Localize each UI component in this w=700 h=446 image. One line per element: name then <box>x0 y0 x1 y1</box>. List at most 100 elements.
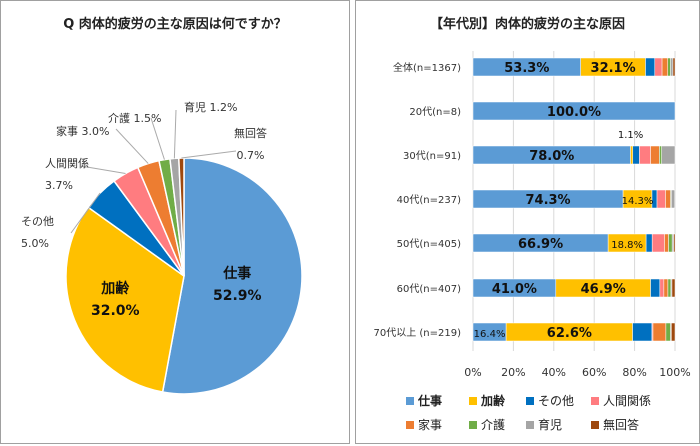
pie-label-name: 仕事 <box>223 266 252 282</box>
bar-segment-人間関係 <box>656 189 666 209</box>
bar-segment-仕事 <box>472 101 676 121</box>
category-label: 70代以上 (n=219) <box>373 327 461 339</box>
pie-label-name: その他 <box>21 215 54 228</box>
legend-label: 加齢 <box>480 393 506 408</box>
bar-segment-介護 <box>665 322 671 342</box>
pie-label-value: 32.0% <box>91 303 140 319</box>
leader-line-6 <box>173 109 177 159</box>
data-label: 46.9% <box>581 282 626 297</box>
pie-chart-title: Q 肉体的疲労の主な原因は何ですか？ <box>63 17 287 32</box>
bar-segment-家事 <box>652 322 667 342</box>
bar-segment-家事 <box>665 189 671 209</box>
x-tick-label: 0% <box>464 366 481 379</box>
data-label: 14.3% <box>622 196 654 207</box>
category-label: 40代(n=237) <box>397 194 461 206</box>
x-tick-label: 80% <box>622 366 646 379</box>
data-label: 62.6% <box>547 326 592 341</box>
legend-label: その他 <box>538 394 574 408</box>
pie-label-value: 52.9% <box>213 288 262 304</box>
legend-swatch <box>591 421 599 429</box>
legend-label: 無回答 <box>603 417 639 432</box>
legend-swatch <box>526 397 534 405</box>
bar-chart-panel: 【年代別】肉体的疲労の主な原因 0% 20% 40% 60% 80% 100% 全体(n=1… <box>355 0 700 444</box>
legend-swatch <box>406 421 414 429</box>
pie-label-mukaitou: 無回答 0.7% <box>234 123 267 167</box>
pie-label-name: 介護 <box>108 112 130 125</box>
data-label: 1.1% <box>618 130 643 141</box>
leader-line-3 <box>80 165 126 174</box>
bar-segment-育児 <box>661 145 676 165</box>
data-label: 16.4% <box>474 329 506 340</box>
category-label: 30代(n=91) <box>403 150 461 162</box>
bar-segment-その他 <box>632 145 640 165</box>
x-tick-label: 100% <box>659 366 690 379</box>
category-label: 50代(n=405) <box>397 238 461 250</box>
legend-label: 介護 <box>481 417 505 432</box>
data-label: 32.1% <box>591 61 636 76</box>
bar-segment-介護 <box>659 145 662 165</box>
bar-segment-人間関係 <box>659 278 665 298</box>
pie-label-kaigo: 介護 1.5% <box>108 110 161 126</box>
pie-chart <box>65 109 303 395</box>
bar-segment-無回答 <box>673 233 676 253</box>
data-label: 53.3% <box>504 61 549 76</box>
bar-segment-人間関係 <box>639 145 651 165</box>
legend-swatch <box>469 397 477 405</box>
pie-chart-panel: Q 肉体的疲労の主な原因は何ですか？ 仕事 52.9% 加齢 32.0% その他 5.… <box>0 0 350 444</box>
pie-label-value: 1.5% <box>133 112 162 125</box>
pie-label-shigoto: 仕事 52.9% <box>213 263 262 307</box>
bar-segment-家事 <box>650 145 660 165</box>
bar-segment-無回答 <box>671 322 676 342</box>
data-label: 74.3% <box>525 193 570 208</box>
data-label: 18.8% <box>611 240 643 251</box>
pie-label-value: 3.0% <box>81 125 110 138</box>
bar-chart: 0% 20% 40% 60% 80% 100% 全体(n=1367) 20代(n=8) 30代(… <box>373 51 691 432</box>
pie-label-name: 家事 <box>56 125 78 138</box>
x-tick-label: 60% <box>582 366 606 379</box>
pie-slice-1 <box>65 206 185 393</box>
bar-segment-その他 <box>650 278 661 298</box>
leader-line-2 <box>70 192 101 234</box>
bar-chart-title: 【年代別】肉体的疲労の主な原因 <box>429 17 625 32</box>
data-label: 66.9% <box>518 237 563 252</box>
legend-label: 育児 <box>538 417 562 432</box>
bar-segment-無回答 <box>672 57 676 77</box>
pie-label-ikuji: 育児 1.2% <box>184 99 237 115</box>
pie-label-value: 3.7% <box>45 179 73 192</box>
bar-segment-人間関係 <box>651 233 665 253</box>
legend-label: 仕事 <box>417 393 442 408</box>
pie-label-value: 0.7% <box>236 149 265 162</box>
category-label: 全体(n=1367) <box>393 61 461 74</box>
bar-segment-人間関係 <box>654 57 663 77</box>
bar-segment-その他 <box>632 322 653 342</box>
bar-segment-介護 <box>667 278 672 298</box>
pie-label-ningen: 人間関係 3.7% <box>45 153 89 197</box>
category-label: 20代(n=8) <box>409 106 461 118</box>
legend-swatch <box>591 397 599 405</box>
x-tick-label: 40% <box>542 366 566 379</box>
legend-swatch <box>406 397 414 405</box>
pie-slice-0 <box>161 157 303 395</box>
bar-segment-家事 <box>663 278 669 298</box>
bar-segment-介護 <box>668 233 673 253</box>
leader-line-4 <box>115 128 149 164</box>
bar-segment-介護 <box>667 57 671 77</box>
bar-segment-その他 <box>645 57 656 77</box>
pie-label-sonota: その他 5.0% <box>21 211 54 255</box>
bar-segment-育児 <box>671 189 676 209</box>
legend-swatch <box>526 421 534 429</box>
bar-segment-その他 <box>645 233 653 253</box>
pie-label-value: 5.0% <box>21 237 49 250</box>
pie-label-name: 無回答 <box>234 127 267 140</box>
pie-label-name: 人間関係 <box>45 157 89 170</box>
data-label: 78.0% <box>529 149 574 164</box>
legend-label: 家事 <box>418 417 442 432</box>
pie-label-karei: 加齢 32.0% <box>91 278 140 322</box>
leader-line-5 <box>150 117 165 160</box>
data-label: 41.0% <box>492 282 537 297</box>
pie-label-name: 加齢 <box>101 281 130 297</box>
pie-label-name: 育児 <box>184 101 206 114</box>
legend-swatch <box>469 421 477 429</box>
bar-segment-家事 <box>664 233 669 253</box>
pie-label-kaji: 家事 3.0% <box>56 123 109 139</box>
